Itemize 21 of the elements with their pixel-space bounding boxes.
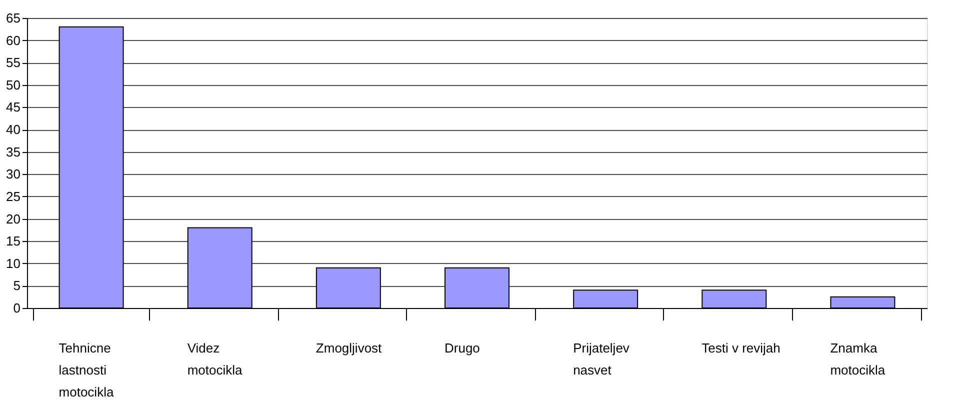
- y-tick-label: 40: [6, 122, 20, 138]
- y-tick-label: 5: [13, 278, 20, 294]
- y-tick-label: 15: [6, 234, 20, 249]
- x-tick-label: Zmogljivost: [316, 340, 382, 356]
- y-tick-label: 10: [6, 256, 20, 271]
- x-tick-label: Tehnicne lastnosti motocikla: [58, 340, 114, 400]
- y-tick-label: 20: [6, 211, 20, 226]
- x-tick-label: Znamka motocikla: [830, 340, 886, 378]
- x-tick-label: Testi v revijah: [702, 340, 780, 356]
- x-tick-label: Prijateljev nasvet: [573, 340, 630, 378]
- y-tick-label: 60: [6, 32, 20, 48]
- y-tick-label: 50: [6, 77, 20, 92]
- y-tick-label: 0: [13, 300, 20, 316]
- x-tick-label: Videz motocikla: [187, 340, 244, 378]
- x-tick-label: Drugo: [444, 340, 480, 356]
- y-tick-label: 30: [6, 166, 20, 182]
- y-tick-label: 65: [6, 10, 20, 26]
- y-tick-label: 55: [6, 55, 20, 70]
- y-tick-label: 35: [6, 144, 20, 160]
- y-tick-label: 45: [6, 100, 20, 115]
- y-tick-label: 25: [6, 188, 20, 204]
